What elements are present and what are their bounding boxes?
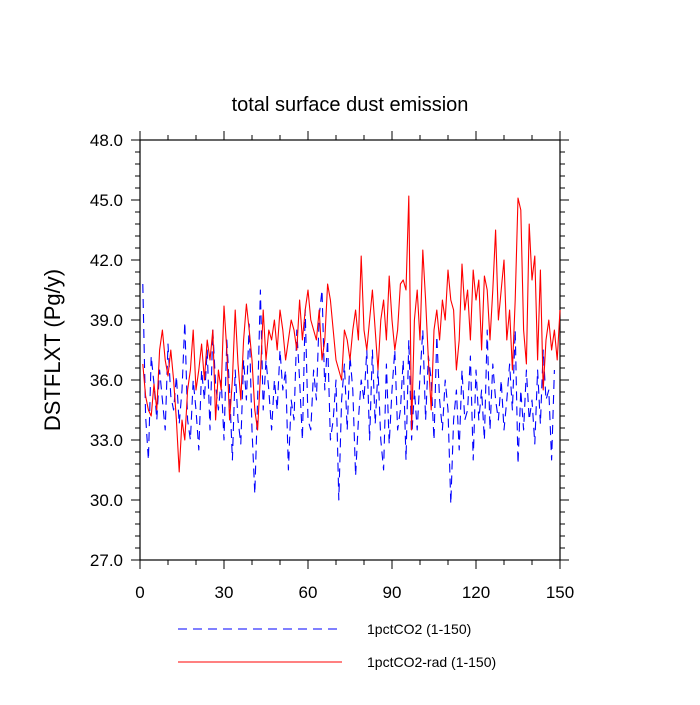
y-tick-label: 33.0 (90, 431, 123, 450)
y-tick-label: 39.0 (90, 311, 123, 330)
y-axis-label: DSTFLXT (Pg/y) (40, 269, 65, 431)
legend-label-0: 1pctCO2 (1-150) (367, 621, 471, 637)
legend-label-1: 1pctCO2-rad (1-150) (367, 654, 496, 670)
series-line-0 (142, 283, 555, 505)
y-tick-label: 27.0 (90, 551, 123, 570)
x-tick-label: 150 (546, 583, 574, 602)
y-tick-label: 48.0 (90, 131, 123, 150)
y-tick-label: 42.0 (90, 251, 123, 270)
x-tick-label: 30 (215, 583, 234, 602)
x-tick-label: 60 (299, 583, 318, 602)
plot-area: 0 30 60 90 120 150 27.0 30.0 33.0 36.0 39.0 42.0 45.… (90, 131, 574, 602)
series-line-1 (142, 195, 561, 473)
y-tick-label: 36.0 (90, 371, 123, 390)
x-tick-label: 90 (383, 583, 402, 602)
chart-title: total surface dust emission (232, 94, 469, 116)
x-tick-label: 120 (462, 583, 490, 602)
y-tick-label: 30.0 (90, 491, 123, 510)
x-tick-label: 0 (135, 583, 144, 602)
y-tick-label: 45.0 (90, 191, 123, 210)
legend: 1pctCO2 (1-150) 1pctCO2-rad (1-150) (178, 621, 496, 670)
plot-frame (139, 139, 561, 561)
